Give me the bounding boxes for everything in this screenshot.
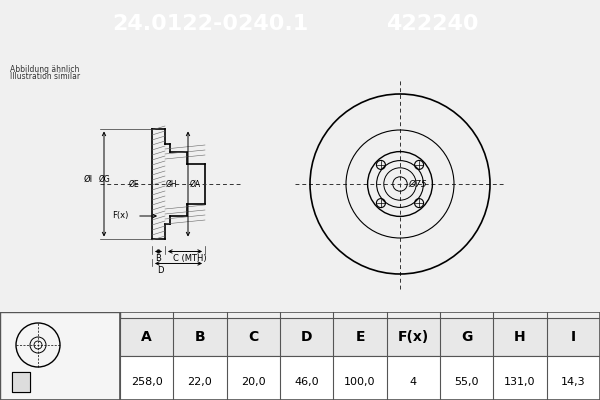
Bar [12, 372, 30, 392]
Text: C: C [248, 330, 259, 344]
Text: 22,0: 22,0 [188, 377, 212, 387]
Text: 20,0: 20,0 [241, 377, 266, 387]
Polygon shape [12, 372, 30, 392]
Text: A: A [141, 330, 152, 344]
Text: 46,0: 46,0 [295, 377, 319, 387]
Text: 55,0: 55,0 [454, 377, 479, 387]
Bar [120, 356, 600, 400]
Text: E: E [355, 330, 365, 344]
Text: B: B [194, 330, 205, 344]
Text: 14,3: 14,3 [561, 377, 586, 387]
Text: H: H [514, 330, 526, 344]
Text: Abbildung ähnlich: Abbildung ähnlich [10, 65, 79, 74]
Text: D: D [157, 266, 163, 275]
Text: 422240: 422240 [386, 14, 478, 34]
Text: C (MTH): C (MTH) [173, 254, 207, 263]
Text: 4: 4 [410, 377, 417, 387]
Text: ØH: ØH [165, 180, 177, 188]
Text: 24.0122-0240.1: 24.0122-0240.1 [112, 14, 308, 34]
Text: G: G [461, 330, 472, 344]
Text: I: I [571, 330, 576, 344]
Text: ØE: ØE [128, 180, 139, 188]
Text: 100,0: 100,0 [344, 377, 376, 387]
Text: F(x): F(x) [398, 330, 429, 344]
Text: 258,0: 258,0 [131, 377, 163, 387]
Text: Illustration similar: Illustration similar [10, 72, 80, 81]
Text: ØI: ØI [83, 174, 92, 184]
Text: Ø75: Ø75 [408, 180, 427, 188]
Text: B: B [155, 254, 161, 263]
Bar [0, 312, 120, 400]
Bar [120, 318, 600, 356]
Text: 131,0: 131,0 [504, 377, 536, 387]
Text: ØA: ØA [190, 180, 200, 188]
Text: D: D [301, 330, 313, 344]
Text: F(x): F(x) [112, 212, 128, 220]
Text: ØG: ØG [99, 174, 111, 184]
